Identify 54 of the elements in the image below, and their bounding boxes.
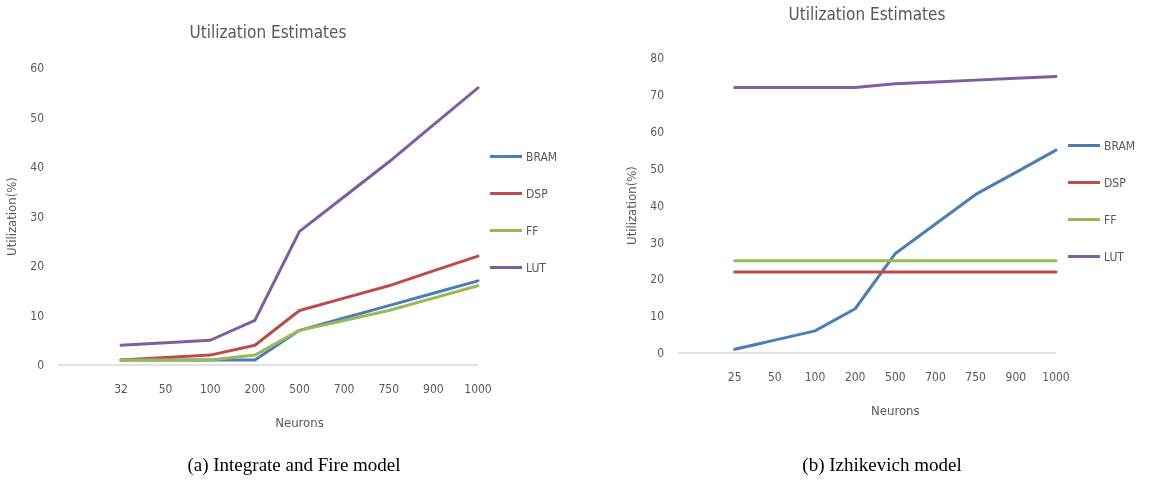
y-tick-label: 10	[650, 309, 665, 324]
y-tick-label: 0	[37, 358, 45, 373]
x-tick-label: 750	[965, 370, 987, 384]
y-tick-label: 10	[30, 308, 45, 323]
x-tick-label: 200	[244, 382, 266, 396]
y-tick-label: 40	[30, 160, 45, 175]
chart-title: Utilization Estimates	[189, 22, 347, 42]
y-tick-label: 20	[650, 272, 665, 287]
x-axis-title: Neurons	[275, 415, 324, 430]
y-tick-label: 30	[30, 209, 45, 224]
x-tick-label: 500	[885, 370, 906, 384]
x-tick-label: 900	[423, 382, 444, 396]
line-series	[733, 74, 1058, 89]
x-tick-label: 1000	[1042, 370, 1070, 384]
y-tick-label: 60	[650, 124, 665, 139]
line-series	[119, 254, 480, 362]
legend-label: BRAM	[526, 149, 558, 164]
x-tick-label: 500	[289, 382, 310, 396]
y-tick-label: 20	[30, 259, 45, 274]
y-axis-title: Utilization(%)	[624, 166, 639, 245]
x-tick-label: 1000	[464, 382, 492, 396]
x-tick-label: 50	[768, 370, 782, 384]
x-tick-label: 200	[844, 370, 866, 384]
y-tick-label: 0	[657, 346, 665, 361]
x-tick-label: 700	[333, 382, 355, 396]
legend-label: LUT	[1104, 249, 1125, 264]
legend-label: FF	[526, 223, 539, 238]
y-tick-label: 60	[30, 61, 45, 76]
text: (a) Integrate and Fire model	[187, 454, 401, 476]
x-tick-label: 50	[158, 382, 173, 396]
line-series	[119, 86, 480, 347]
x-tick-label: 100	[804, 370, 826, 384]
legend-label: DSP	[526, 186, 549, 201]
text: (b) Izhikevich model	[802, 454, 962, 476]
y-tick-label: 30	[650, 235, 665, 250]
chart-title: Utilization Estimates	[788, 4, 946, 24]
x-tick-label: 900	[1005, 370, 1027, 384]
y-tick-label: 80	[650, 51, 665, 66]
x-tick-label: 100	[199, 382, 221, 396]
x-tick-label: 700	[925, 370, 946, 384]
y-axis-title: Utilization(%)	[4, 177, 19, 256]
x-tick-label: 750	[378, 382, 400, 396]
line-series	[733, 148, 1058, 351]
x-tick-label: 32	[114, 382, 128, 396]
legend-label: DSP	[1104, 175, 1127, 190]
legend-label: BRAM	[1104, 138, 1136, 153]
y-tick-label: 40	[650, 198, 665, 213]
legend-label: FF	[1104, 212, 1117, 227]
x-tick-label: 25	[727, 370, 742, 384]
y-tick-label: 70	[650, 88, 665, 103]
y-tick-label: 50	[30, 110, 45, 125]
y-tick-label: 50	[650, 161, 665, 176]
x-axis-title: Neurons	[871, 403, 920, 418]
legend-label: LUT	[526, 260, 547, 275]
